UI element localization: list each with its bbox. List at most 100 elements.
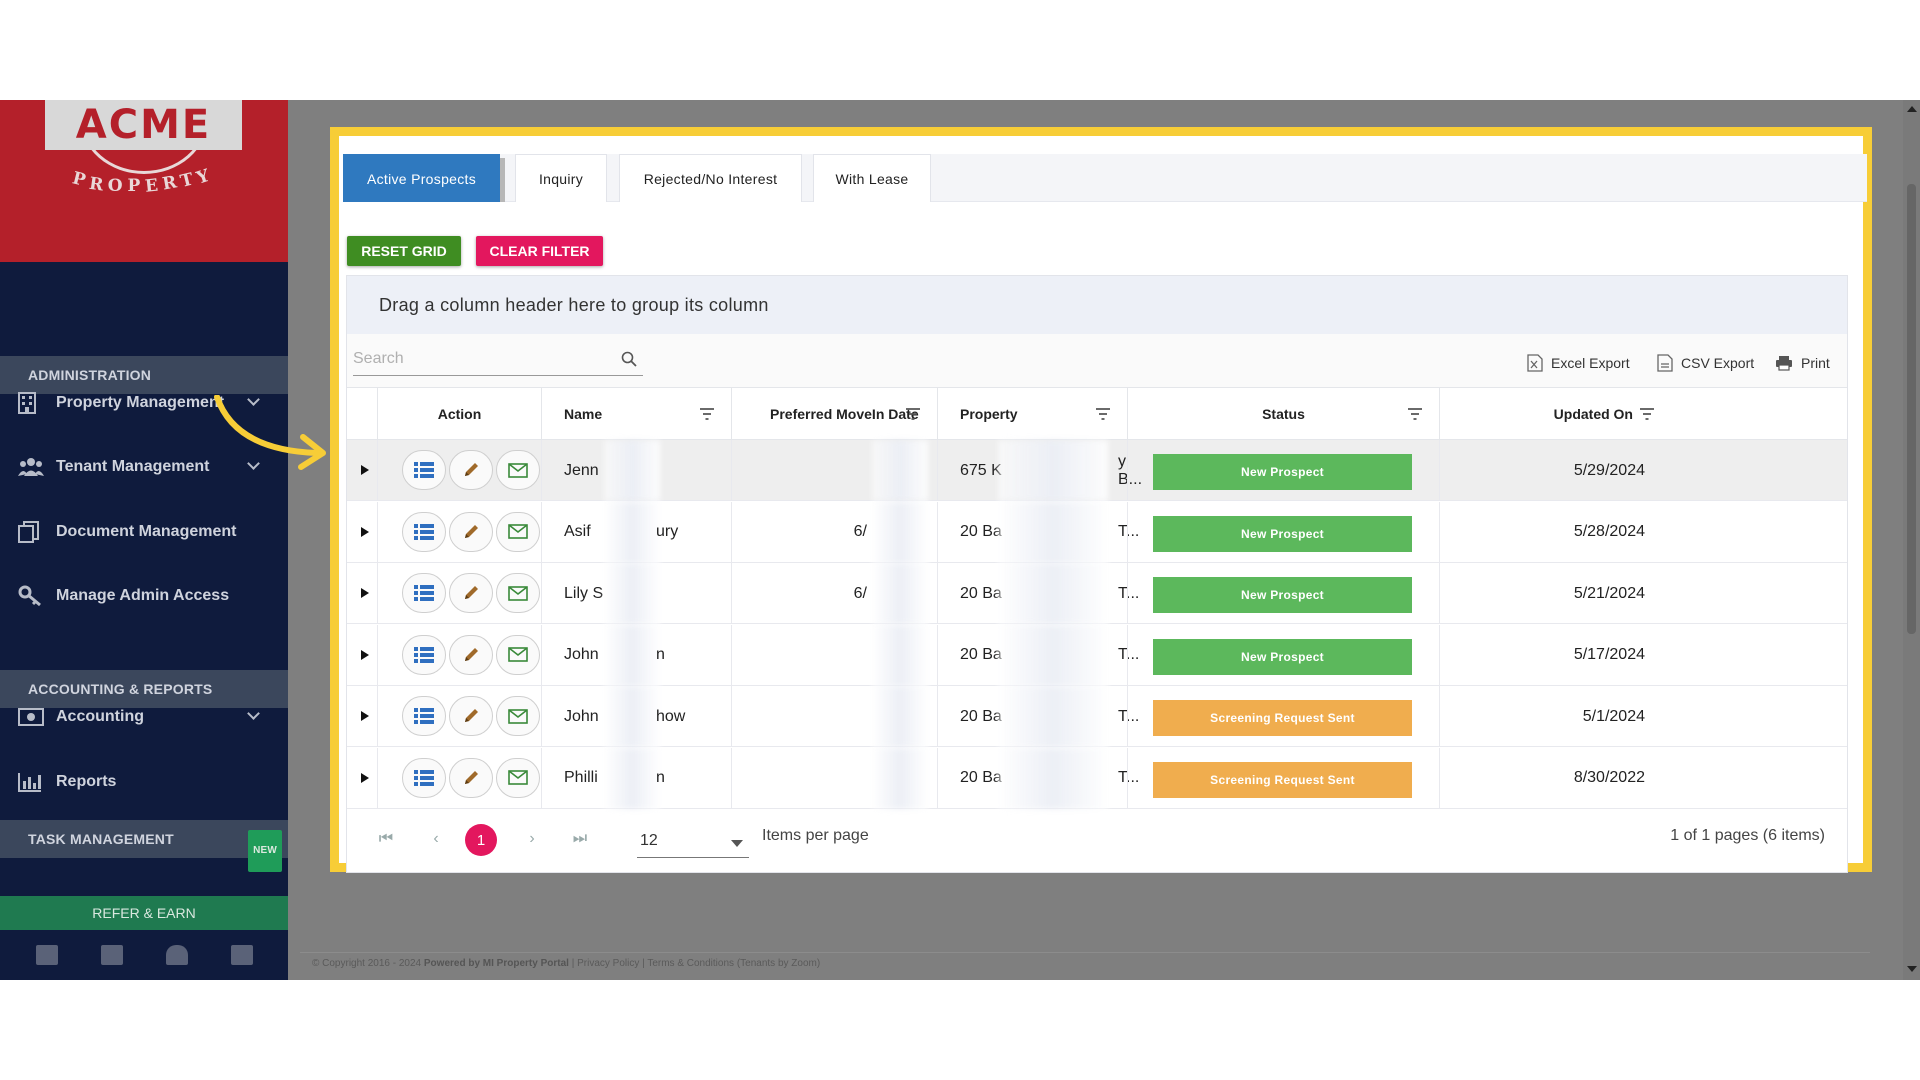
section-task-management[interactable]: TASK MANAGEMENT NEW: [0, 820, 288, 872]
edit-button[interactable]: [449, 573, 493, 613]
movein-cell: 6/: [731, 563, 937, 624]
status-badge[interactable]: New Prospect: [1153, 638, 1412, 675]
privacy-link[interactable]: Privacy Policy: [577, 958, 640, 969]
sidebar-item-accounting[interactable]: Accounting: [0, 692, 288, 742]
status-badge[interactable]: Screening Request Sent: [1153, 761, 1412, 798]
edit-button[interactable]: [449, 757, 493, 798]
filter-icon[interactable]: [906, 408, 920, 420]
email-button[interactable]: [496, 696, 540, 736]
table-row[interactable]: John n 20 Ba T... New Prospect 5/17/2024: [347, 624, 1847, 686]
list-icon: [414, 769, 434, 786]
expand-row-icon[interactable]: [361, 465, 369, 475]
property-cell: 675 K y B...: [937, 440, 1142, 501]
search-input[interactable]: [353, 344, 603, 374]
details-button[interactable]: [402, 634, 446, 675]
details-button[interactable]: [402, 450, 446, 490]
calculator-icon[interactable]: [230, 945, 253, 965]
sidebar-item-manage-admin-access[interactable]: Manage Admin Access: [0, 571, 288, 621]
excel-export-button[interactable]: Excel Export: [1527, 352, 1630, 374]
details-button[interactable]: [402, 511, 446, 552]
table-row[interactable]: Asif ury 6/20 Ba T... New Prospect 5/28/2024: [347, 501, 1847, 563]
column-header-status[interactable]: Status: [1127, 388, 1439, 440]
search-icon[interactable]: [621, 351, 637, 367]
name-cell: John how: [541, 686, 731, 747]
expand-row-icon[interactable]: [361, 649, 369, 660]
scrollbar[interactable]: [1903, 100, 1920, 980]
sidebar-item-tenant-management[interactable]: Tenant Management: [0, 442, 288, 492]
powered-by-link[interactable]: Powered by MI Property Portal: [423, 958, 569, 969]
sidebar-item-document-management[interactable]: Document Management: [0, 507, 288, 557]
table-row[interactable]: Jenn 675 K y B... New Prospect 5/29/2024: [347, 440, 1847, 501]
edit-button[interactable]: [449, 696, 493, 736]
sidebar-item-property-management[interactable]: Property Management: [0, 378, 288, 428]
table-row[interactable]: Philli n 20 Ba T... Screening Request Sent 8/…: [347, 747, 1847, 809]
name-tail: how: [656, 707, 686, 725]
status-badge[interactable]: Screening Request Sent: [1153, 700, 1412, 736]
status-badge[interactable]: New Prospect: [1153, 515, 1412, 552]
refer-earn-button[interactable]: REFER & EARN: [0, 896, 288, 930]
sidebar-item-label: Accounting: [56, 708, 144, 725]
scroll-thumb[interactable]: [1907, 184, 1916, 634]
details-button[interactable]: [402, 696, 446, 736]
edit-button[interactable]: [449, 634, 493, 675]
prev-page-icon[interactable]: ‹: [433, 830, 439, 847]
mail-icon: [508, 647, 528, 662]
details-button[interactable]: [402, 573, 446, 613]
column-header-property[interactable]: Property: [937, 388, 1127, 440]
page-size-select[interactable]: 12: [637, 820, 749, 858]
tab-with-lease[interactable]: With Lease: [813, 154, 931, 202]
column-header-action[interactable]: Action: [377, 388, 541, 440]
email-button[interactable]: [496, 634, 540, 675]
scroll-up-icon[interactable]: [1907, 106, 1917, 112]
briefcase-icon[interactable]: [100, 945, 123, 965]
expand-row-icon[interactable]: [361, 772, 369, 783]
column-header-preferred-movein-date[interactable]: Preferred MoveIn Date: [731, 388, 937, 440]
email-button[interactable]: [496, 511, 540, 552]
expand-row-icon[interactable]: [361, 588, 369, 598]
table-row[interactable]: John how 20 Ba T... Screening Request Sent 5/…: [347, 686, 1847, 747]
filter-icon[interactable]: [1640, 408, 1654, 420]
email-button[interactable]: [496, 757, 540, 798]
property-cell: 20 Ba T...: [937, 624, 1139, 686]
print-button[interactable]: Print: [1775, 352, 1830, 374]
edit-button[interactable]: [449, 511, 493, 552]
sidebar-item-reports[interactable]: Reports: [0, 757, 288, 807]
mail-icon[interactable]: [35, 945, 58, 965]
money-icon: [18, 705, 56, 729]
last-page-icon[interactable]: ⏭: [572, 830, 588, 847]
filter-icon[interactable]: [1408, 408, 1422, 420]
movein-cell: [731, 686, 937, 747]
logo[interactable]: ACME PROPERTY: [0, 100, 288, 262]
column-header-updated-on[interactable]: Updated On: [1439, 388, 1671, 440]
group-panel[interactable]: Drag a column header here to group its c…: [347, 276, 1847, 334]
status-badge[interactable]: New Prospect: [1153, 577, 1412, 613]
email-button[interactable]: [496, 573, 540, 613]
property-cell: 20 Ba T...: [937, 747, 1139, 809]
csv-export-button[interactable]: CSV Export: [1657, 352, 1754, 374]
details-button[interactable]: [402, 757, 446, 798]
email-button[interactable]: [496, 450, 540, 490]
page-number-button[interactable]: 1: [465, 824, 497, 856]
edit-button[interactable]: [449, 450, 493, 490]
column-header-name[interactable]: Name: [541, 388, 731, 440]
filter-icon[interactable]: [700, 408, 714, 420]
table-row[interactable]: Lily S 6/20 Ba T... New Prospect 5/21/2024: [347, 563, 1847, 624]
tab-rejected-no-interest[interactable]: Rejected/No Interest: [619, 154, 802, 202]
expand-row-icon[interactable]: [361, 711, 369, 721]
updated-value: 5/21/2024: [1573, 584, 1645, 602]
redaction-blur: [604, 686, 660, 747]
scroll-down-icon[interactable]: [1907, 966, 1917, 972]
clear-filter-button[interactable]: CLEAR FILTER: [476, 236, 603, 266]
filter-icon[interactable]: [1096, 408, 1110, 420]
user-icon[interactable]: [165, 945, 188, 965]
terms-link[interactable]: Terms & Conditions: [647, 958, 735, 969]
first-page-icon[interactable]: ⏮: [378, 830, 394, 847]
property-value: 20 Ba: [960, 646, 1002, 663]
tenants-link[interactable]: (Tenants by Zoom): [736, 958, 821, 969]
expand-row-icon[interactable]: [361, 526, 369, 537]
reset-grid-button[interactable]: RESET GRID: [347, 236, 461, 266]
status-badge[interactable]: New Prospect: [1153, 454, 1412, 490]
next-page-icon[interactable]: ›: [529, 830, 535, 847]
tab-inquiry[interactable]: Inquiry: [515, 154, 607, 202]
tab-active-prospects[interactable]: Active Prospects: [343, 154, 500, 202]
